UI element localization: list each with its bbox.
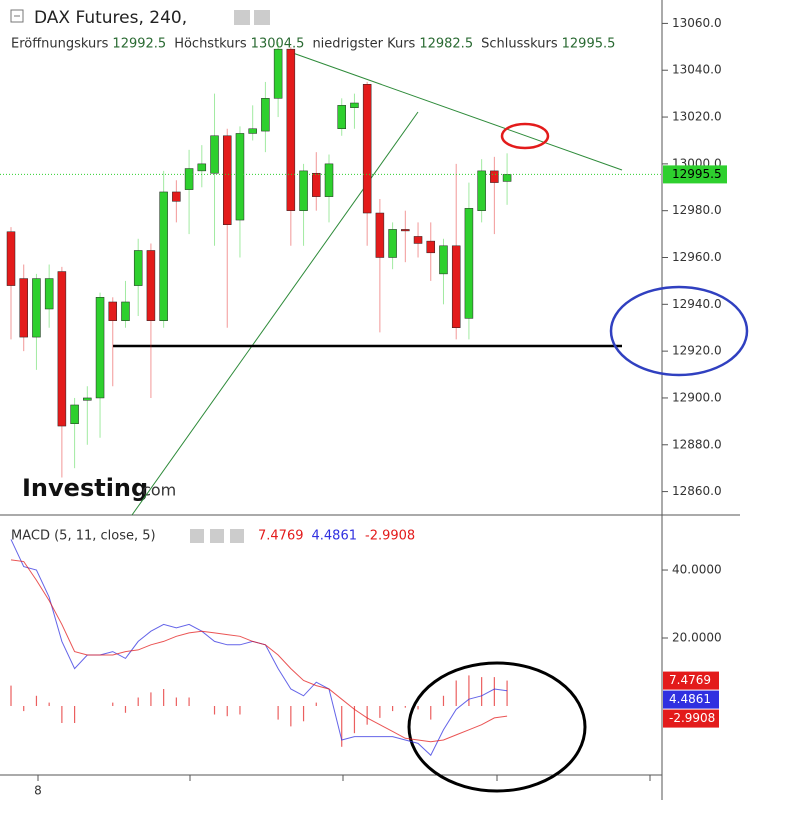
candle-body [197,163,207,172]
candle-body [44,278,54,310]
candle-body [222,135,232,225]
candle-body [108,301,118,321]
ohlc-value: 12982.5 [419,37,473,52]
collapse-icon[interactable] [10,9,24,23]
candle-body [235,133,245,221]
ohlc-label: Eröffnungskurs [11,37,109,52]
y-tick-label: 40.0000 [672,563,722,577]
y-tick-label: 12880.0 [672,437,722,451]
ohlc-label: niedrigster Kurs [312,37,415,52]
macd-legend-value: 4.4861 [312,529,358,544]
candle-body [133,250,143,286]
y-tick-label: 12980.0 [672,203,722,217]
value-badge-label: 7.4769 [669,673,711,687]
y-tick-label: 20.0000 [672,631,722,645]
date-label: 8 [34,784,42,798]
y-tick-label: 13040.0 [672,63,722,77]
time-axis-ticks [37,775,651,781]
value-badge [663,671,719,690]
price-badge-label: 12995.5 [672,167,722,181]
macd-legend-value: 7.4769 [258,529,304,544]
candle-body [299,170,308,211]
macd-legend-value: -2.9908 [365,529,415,544]
candle-body [324,163,334,197]
settings-icon[interactable] [234,10,250,25]
candle-body [477,170,486,211]
candle-body [350,102,359,108]
candle-body [184,168,194,190]
candle-body [388,229,397,258]
ellipse-annotation [407,661,587,793]
watermark: Investing [22,474,148,502]
value-badge-label: -2.9908 [669,711,715,725]
candle-body [439,245,448,275]
ohlc-legend: Eröffnungskurs 12992.5 Höchstkurs 13004.5 ni… [11,37,615,52]
y-tick-label: 12860.0 [672,484,722,498]
candle-body [490,170,499,183]
ohlc-value: 13004.5 [251,37,305,52]
candle-body [210,135,219,174]
indicator-icon[interactable] [230,529,244,543]
ohlc-label: Höchstkurs [174,37,247,52]
candle-body [502,174,512,182]
candle-body [375,212,385,258]
macd-title: MACD (5, 11, close, 5) [11,529,156,544]
trend-line [289,51,623,171]
ohlc-label: Schlusskurs [481,37,558,52]
y-tick-label: 12960.0 [672,250,722,264]
candle-body [401,229,410,232]
macd-line [10,559,508,743]
candle-body [70,404,79,424]
watermark-suffix: .com [137,481,176,500]
ellipse-annotation [609,285,749,377]
candle-body [426,240,436,254]
candle-body [312,172,321,197]
y-tick-label: 12900.0 [672,390,722,404]
candle-body [19,278,28,338]
candle-body [121,301,130,321]
candle-body [286,48,296,211]
value-badge [663,709,719,728]
macd-legend: 7.4769 4.4861 -2.9908 [258,529,415,544]
candle-body [337,105,346,130]
candle-body [6,231,16,286]
candle-body [95,297,105,399]
settings-icon[interactable] [254,10,270,25]
value-badge [663,690,719,709]
candle-body [413,236,423,244]
y-tick-label: 12940.0 [672,297,722,311]
indicator-icon[interactable] [190,529,204,543]
candle-body [172,191,181,202]
candle-body [146,250,156,321]
candle-body [159,191,168,321]
price-badge [663,165,727,184]
y-tick-label: 12920.0 [672,344,722,358]
indicator-icon[interactable] [210,529,224,543]
candle-body [83,397,92,401]
candle-body [57,271,67,427]
candle-body [261,98,270,132]
candle-body [451,245,461,328]
y-tick-label: 13020.0 [672,110,722,124]
candle-body [464,208,474,319]
chart-title: DAX Futures, 240, [34,8,187,28]
ohlc-value: 12992.5 [112,37,166,52]
candle-body [362,84,372,214]
candle-body [32,278,41,338]
value-badge-label: 4.4861 [669,692,711,706]
candle-body [273,48,283,99]
candle-body [248,128,257,134]
ellipse-annotation [500,122,550,150]
y-tick-label: 13060.0 [672,16,722,30]
ohlc-value: 12995.5 [562,37,616,52]
